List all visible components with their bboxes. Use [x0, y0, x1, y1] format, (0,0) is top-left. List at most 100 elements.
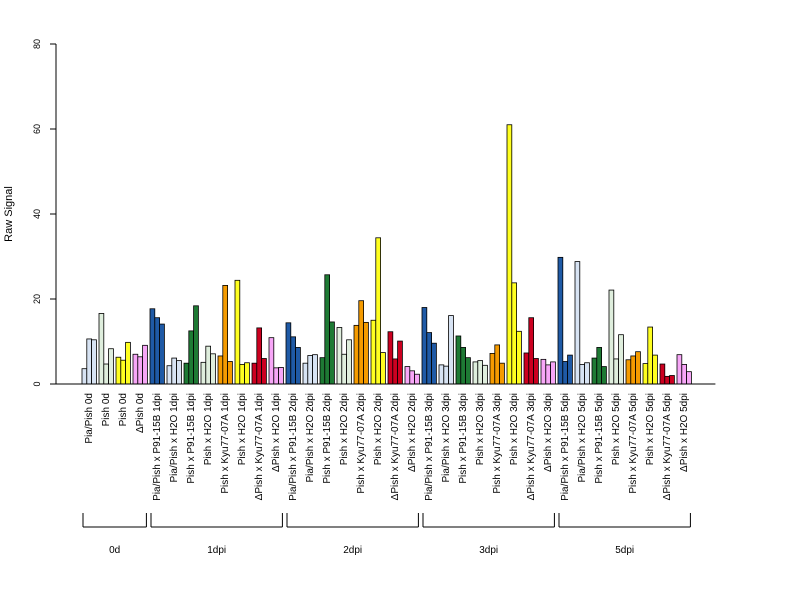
bar	[302, 362, 309, 385]
bar	[659, 363, 666, 385]
bar	[273, 367, 279, 385]
bar	[397, 340, 403, 385]
bar	[426, 332, 432, 385]
bar	[601, 366, 607, 385]
bar	[516, 330, 522, 385]
bar	[120, 359, 127, 385]
x-tick-label: Pish x H2O 5dpi	[645, 393, 656, 465]
bar	[647, 326, 653, 385]
x-tick-label: Pia/Pish x H2O 5dpi	[577, 393, 588, 483]
bar	[234, 279, 241, 385]
x-tick-label: Pish x Kyu77-07A 3dpi	[492, 393, 503, 494]
bar	[499, 362, 505, 385]
x-tick-label: Pia/Pish x P91-15B 3dpi	[424, 393, 435, 501]
bar	[574, 261, 581, 385]
bar	[171, 357, 178, 385]
bar	[251, 362, 258, 385]
y-tick-label: 0	[32, 381, 42, 386]
bar	[166, 365, 173, 385]
bar	[533, 358, 539, 385]
bar	[137, 356, 144, 385]
bar	[387, 331, 394, 385]
bar	[642, 363, 649, 385]
bar	[319, 357, 326, 385]
x-tick-label: Pia/Pish x P91-15B 5dpi	[560, 393, 571, 501]
bar	[404, 366, 411, 385]
bar	[346, 339, 352, 385]
x-tick-label: Pish x H2O 5dpi	[611, 393, 622, 465]
bar	[477, 360, 483, 385]
bar	[528, 317, 534, 385]
bar	[307, 355, 313, 385]
bar	[183, 362, 190, 385]
bar	[278, 367, 284, 385]
bar	[562, 361, 568, 385]
bar	[239, 364, 246, 385]
bar	[86, 338, 93, 385]
bar	[125, 341, 131, 385]
bar	[358, 300, 364, 385]
bar	[353, 324, 360, 385]
bar	[154, 317, 161, 385]
bar	[438, 364, 445, 385]
bar	[545, 364, 551, 385]
x-tick-label: Pish x Kyu77-07A 5dpi	[628, 393, 639, 494]
bar	[681, 364, 687, 385]
bar	[664, 375, 670, 385]
x-tick-label: Pia/Pish x H2O 2dpi	[305, 393, 316, 483]
bar	[149, 308, 156, 385]
bar	[380, 352, 386, 385]
bar	[290, 336, 296, 385]
bar	[482, 364, 488, 385]
bar	[460, 347, 466, 385]
bar	[103, 363, 110, 385]
y-tick-label: 60	[32, 124, 42, 134]
x-tick-label: Pia/Pish x H2O 1dpi	[169, 393, 180, 483]
bar	[618, 334, 624, 385]
bar	[591, 357, 598, 385]
bar	[421, 307, 428, 385]
x-tick-label: ΔPish x Kyu77-07A 2dpi	[390, 393, 401, 500]
bar	[132, 353, 139, 385]
bars	[81, 124, 692, 385]
bar	[676, 354, 683, 385]
bar	[567, 354, 573, 385]
bar	[494, 344, 500, 385]
x-tick-label: Pish x Kyu77-07A 1dpi	[220, 393, 231, 494]
group-label: 0d	[109, 545, 120, 556]
x-tick-label: Pish x P91-15B 3dpi	[458, 393, 469, 484]
bar	[256, 327, 262, 385]
bar	[370, 319, 377, 385]
y-tick-label: 80	[32, 39, 42, 49]
y-tick-label: 40	[32, 209, 42, 219]
bar	[431, 342, 437, 385]
x-tick-label: Pia/Pish x H2O 3dpi	[441, 393, 452, 483]
bar	[579, 364, 585, 385]
bar	[630, 355, 636, 385]
x-tick-label: ΔPish x H2O 3dpi	[543, 393, 554, 472]
x-tick-label: Pish x P91-15B 5dpi	[594, 393, 605, 484]
bar	[392, 358, 398, 385]
bar	[295, 347, 301, 385]
bar	[506, 124, 513, 385]
x-tick-label: ΔPish x Kyu77-07A 1dpi	[254, 393, 265, 500]
bar	[584, 362, 590, 385]
bar	[557, 256, 564, 385]
x-tick-label: Pish x H2O 2dpi	[339, 393, 350, 465]
bar	[324, 274, 330, 385]
bar	[625, 359, 632, 385]
bar	[336, 327, 343, 385]
group-label: 3dpi	[479, 545, 498, 556]
x-tick-label: ΔPish x Kyu77-07A 3dpi	[526, 393, 537, 500]
bar	[465, 357, 471, 385]
x-tick-labels: Pia/Pish 0d Pish 0d Pish 0d ΔPish 0d Pia/Pis…	[84, 393, 690, 501]
bar	[268, 337, 275, 385]
bar	[540, 358, 547, 385]
x-tick-label: Pia/Pish 0d	[84, 393, 95, 444]
group-label: 2dpi	[343, 545, 362, 556]
x-tick-label: Pish x H2O 1dpi	[237, 393, 248, 465]
x-tick-label: ΔPish x H2O 2dpi	[407, 393, 418, 472]
bar	[200, 361, 207, 385]
bar	[91, 339, 97, 385]
bar	[341, 353, 347, 385]
